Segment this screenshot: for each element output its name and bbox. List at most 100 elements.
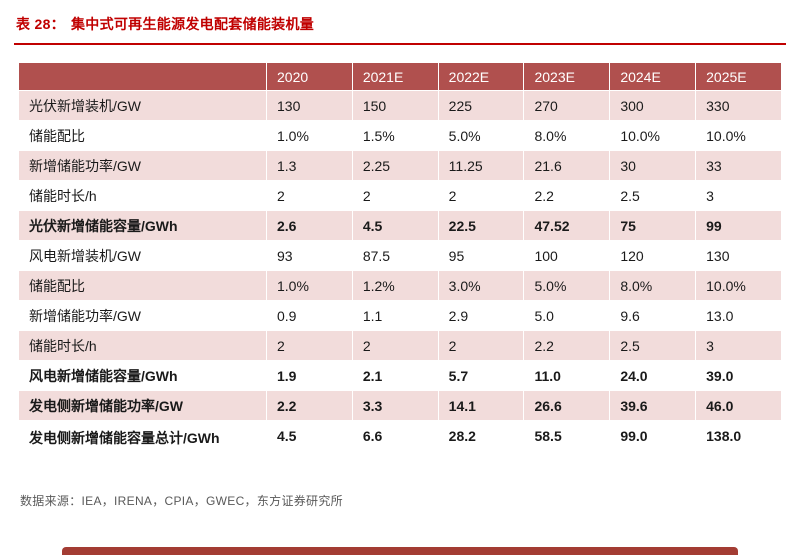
- table-title-text: 集中式可再生能源发电配套储能装机量: [70, 16, 315, 32]
- row-label: 储能配比: [18, 270, 267, 301]
- cell-value: 225: [437, 90, 525, 121]
- cell-value: 5.7: [437, 360, 525, 391]
- cell-value: 0.9: [266, 300, 353, 331]
- cell-value: 1.3: [266, 150, 353, 181]
- header-cell-year: 2020: [266, 62, 353, 91]
- cell-value: 1.0%: [266, 270, 353, 301]
- cell-value: 26.6: [523, 390, 611, 421]
- table-row: 新增储能功率/GW 1.3 2.25 11.25 21.6 30 33: [18, 150, 782, 181]
- cell-value: 39.6: [609, 390, 697, 421]
- cell-value: 2: [351, 180, 439, 211]
- cell-value: 300: [609, 90, 697, 121]
- cell-value: 138.0: [695, 420, 782, 477]
- table-row: 光伏新增储能容量/GWh 2.6 4.5 22.5 47.52 75 99: [18, 210, 782, 241]
- cell-value: 130: [266, 90, 353, 121]
- cell-value: 2: [351, 330, 439, 361]
- table-row: 新增储能功率/GW 0.9 1.1 2.9 5.0 9.6 13.0: [18, 300, 782, 331]
- cell-value: 5.0: [523, 300, 611, 331]
- cell-value: 75: [609, 210, 697, 241]
- row-label: 储能配比: [18, 120, 267, 151]
- table-number: 表 28：: [16, 16, 65, 32]
- table-title: 表 28： 集中式可再生能源发电配套储能装机量: [14, 12, 786, 43]
- row-label: 储能时长/h: [18, 180, 267, 211]
- cell-value: 28.2: [437, 420, 525, 477]
- table-row: 发电侧新增储能功率/GW 2.2 3.3 14.1 26.6 39.6 46.0: [18, 390, 782, 421]
- cell-value: 2.5: [609, 330, 697, 361]
- header-cell-year: 2021E: [351, 62, 439, 91]
- cell-value: 11.0: [523, 360, 611, 391]
- row-label: 光伏新增储能容量/GWh: [18, 210, 267, 241]
- cell-value: 2.25: [351, 150, 439, 181]
- cell-value: 330: [695, 90, 782, 121]
- row-label: 发电侧新增储能容量总计/GWh: [18, 420, 267, 477]
- cell-value: 11.25: [437, 150, 525, 181]
- cell-value: 1.2%: [351, 270, 439, 301]
- cell-value: 1.9: [266, 360, 353, 391]
- cell-value: 100: [523, 240, 611, 271]
- cell-value: 2.5: [609, 180, 697, 211]
- cell-value: 2.6: [266, 210, 353, 241]
- cell-value: 1.1: [351, 300, 439, 331]
- cell-value: 24.0: [609, 360, 697, 391]
- cell-value: 3.0%: [437, 270, 525, 301]
- header-cell-year: 2022E: [437, 62, 525, 91]
- row-label: 发电侧新增储能功率/GW: [18, 390, 267, 421]
- storage-capacity-table: 2020 2021E 2022E 2023E 2024E 2025E 光伏新增装机/GW 1…: [18, 62, 782, 477]
- cell-value: 3.3: [351, 390, 439, 421]
- cell-value: 2: [437, 180, 525, 211]
- cell-value: 58.5: [523, 420, 611, 477]
- cell-value: 5.0%: [523, 270, 611, 301]
- table-row: 储能配比 1.0% 1.2% 3.0% 5.0% 8.0% 10.0%: [18, 270, 782, 301]
- cell-value: 6.6: [351, 420, 439, 477]
- cell-value: 5.0%: [437, 120, 525, 151]
- cell-value: 22.5: [437, 210, 525, 241]
- cell-value: 93: [266, 240, 353, 271]
- cell-value: 14.1: [437, 390, 525, 421]
- cell-value: 270: [523, 90, 611, 121]
- cell-value: 2: [437, 330, 525, 361]
- cell-value: 2.2: [266, 390, 353, 421]
- cell-value: 39.0: [695, 360, 782, 391]
- cell-value: 150: [351, 90, 439, 121]
- table-row: 光伏新增装机/GW 130 150 225 270 300 330: [18, 90, 782, 121]
- cell-value: 4.5: [266, 420, 353, 477]
- cell-value: 2.2: [523, 180, 611, 211]
- cell-value: 8.0%: [523, 120, 611, 151]
- cell-value: 2: [266, 330, 353, 361]
- cell-value: 10.0%: [695, 120, 782, 151]
- cell-value: 130: [695, 240, 782, 271]
- table-body: 光伏新增装机/GW 130 150 225 270 300 330 储能配比 1.0% 1.5% 5…: [18, 90, 782, 477]
- cell-value: 8.0%: [609, 270, 697, 301]
- cell-value: 10.0%: [695, 270, 782, 301]
- row-label: 光伏新增装机/GW: [18, 90, 267, 121]
- report-figure: 表 28： 集中式可再生能源发电配套储能装机量 2020 2021E 2022E 202…: [14, 12, 786, 508]
- cell-value: 9.6: [609, 300, 697, 331]
- header-cell-year: 2025E: [695, 62, 782, 91]
- cell-value: 46.0: [695, 390, 782, 421]
- title-divider: [14, 43, 786, 45]
- table-row: 储能时长/h 2 2 2 2.2 2.5 3: [18, 180, 782, 211]
- row-label: 风电新增装机/GW: [18, 240, 267, 271]
- table-header: 2020 2021E 2022E 2023E 2024E 2025E: [18, 62, 782, 91]
- row-label: 新增储能功率/GW: [18, 150, 267, 181]
- data-source: 数据来源：IEA，IRENA，CPIA，GWEC，东方证券研究所: [20, 494, 343, 508]
- cell-value: 3: [695, 180, 782, 211]
- table-row: 储能时长/h 2 2 2 2.2 2.5 3: [18, 330, 782, 361]
- row-label: 储能时长/h: [18, 330, 267, 361]
- cell-value: 13.0: [695, 300, 782, 331]
- cell-value: 21.6: [523, 150, 611, 181]
- row-label: 风电新增储能容量/GWh: [18, 360, 267, 391]
- row-label: 新增储能功率/GW: [18, 300, 267, 331]
- cell-value: 2.9: [437, 300, 525, 331]
- table-row: 储能配比 1.0% 1.5% 5.0% 8.0% 10.0% 10.0%: [18, 120, 782, 151]
- cell-value: 30: [609, 150, 697, 181]
- cell-value: 2.2: [523, 330, 611, 361]
- cell-value: 2.1: [351, 360, 439, 391]
- table-row: 发电侧新增储能容量总计/GWh 4.5 6.6 28.2 58.5 99.0 138.0: [18, 420, 782, 477]
- cell-value: 3: [695, 330, 782, 361]
- cell-value: 87.5: [351, 240, 439, 271]
- cell-value: 120: [609, 240, 697, 271]
- header-row: 2020 2021E 2022E 2023E 2024E 2025E: [18, 62, 782, 91]
- cell-value: 10.0%: [609, 120, 697, 151]
- cell-value: 2: [266, 180, 353, 211]
